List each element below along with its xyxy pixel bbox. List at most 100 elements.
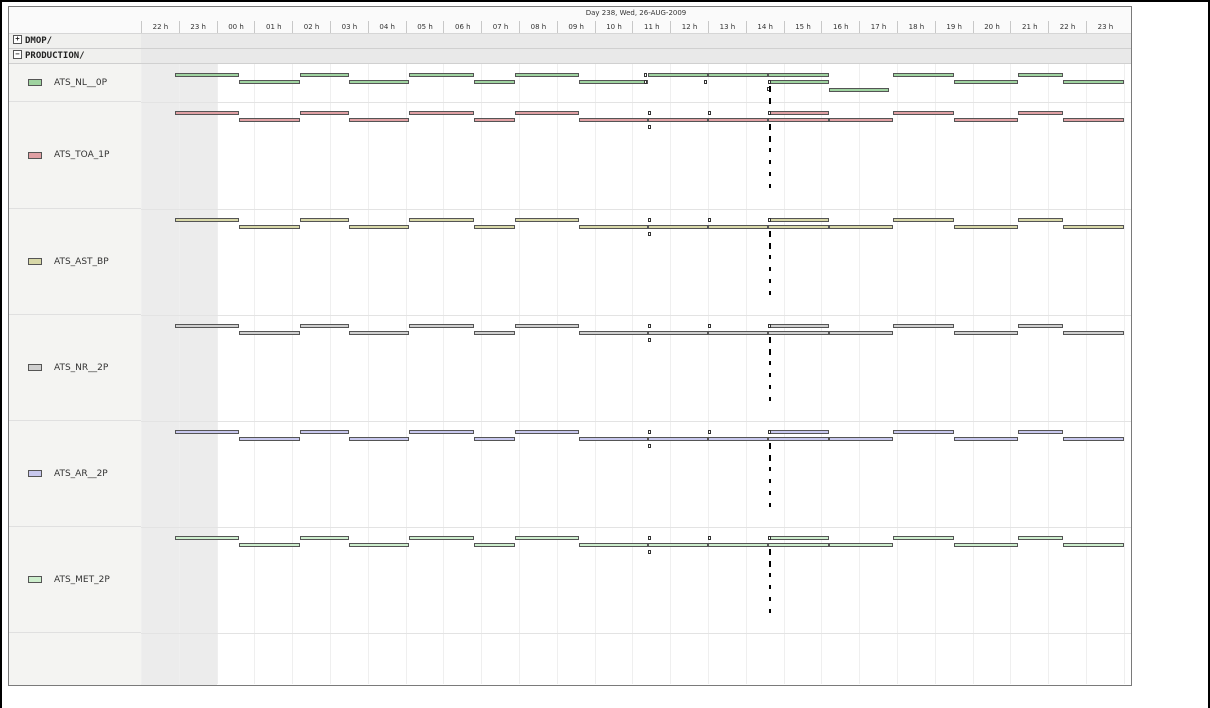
activity-bar[interactable] [299, 430, 349, 434]
activity-bar[interactable] [953, 437, 1018, 441]
activity-bar[interactable] [348, 331, 410, 335]
activity-bar[interactable] [647, 225, 708, 229]
group-dmop[interactable]: + DMOP/ [9, 34, 141, 49]
activity-bar[interactable] [473, 225, 516, 229]
activity-bar[interactable] [579, 118, 648, 122]
event-marker[interactable] [766, 87, 770, 91]
activity-bar[interactable] [647, 73, 708, 77]
activity-bar[interactable] [579, 437, 648, 441]
activity-bar[interactable] [175, 111, 240, 115]
activity-bar[interactable] [473, 118, 516, 122]
activity-bar[interactable] [768, 80, 829, 84]
activity-bar[interactable] [828, 543, 894, 547]
event-marker[interactable] [768, 324, 772, 328]
activity-bar[interactable] [828, 88, 890, 92]
activity-bar[interactable] [768, 118, 829, 122]
activity-bar[interactable] [1063, 437, 1124, 441]
activity-bar[interactable] [768, 218, 829, 222]
activity-bar[interactable] [299, 111, 349, 115]
activity-bar[interactable] [768, 437, 829, 441]
activity-bar[interactable] [409, 324, 474, 328]
activity-bar[interactable] [1063, 118, 1124, 122]
activity-bar[interactable] [708, 225, 769, 229]
activity-bar[interactable] [348, 437, 410, 441]
activity-bar[interactable] [768, 331, 829, 335]
activity-bar[interactable] [348, 80, 410, 84]
activity-bar[interactable] [409, 111, 474, 115]
resource-row[interactable]: ATS_MET_2P [9, 527, 141, 633]
resource-row[interactable]: ATS_TOA_1P [9, 102, 141, 209]
activity-bar[interactable] [768, 324, 829, 328]
activity-bar[interactable] [473, 437, 516, 441]
activity-bar[interactable] [768, 430, 829, 434]
activity-bar[interactable] [1063, 543, 1124, 547]
event-marker[interactable] [647, 111, 651, 115]
event-marker[interactable] [647, 125, 651, 129]
activity-bar[interactable] [1063, 331, 1124, 335]
activity-bar[interactable] [893, 111, 954, 115]
event-marker[interactable] [704, 80, 708, 84]
activity-bar[interactable] [1063, 225, 1124, 229]
activity-bar[interactable] [239, 118, 300, 122]
activity-bar[interactable] [893, 536, 954, 540]
activity-bar[interactable] [175, 430, 240, 434]
activity-bar[interactable] [893, 430, 954, 434]
activity-bar[interactable] [239, 80, 300, 84]
activity-bar[interactable] [768, 536, 829, 540]
event-marker[interactable] [768, 536, 772, 540]
activity-bar[interactable] [893, 218, 954, 222]
activity-bar[interactable] [299, 324, 349, 328]
activity-bar[interactable] [239, 225, 300, 229]
event-marker[interactable] [708, 218, 711, 222]
event-marker[interactable] [768, 218, 772, 222]
activity-bar[interactable] [239, 437, 300, 441]
event-marker[interactable] [643, 73, 647, 77]
event-marker[interactable] [647, 444, 651, 448]
activity-bar[interactable] [953, 225, 1018, 229]
activity-bar[interactable] [515, 536, 580, 540]
activity-bar[interactable] [579, 225, 648, 229]
activity-bar[interactable] [473, 80, 516, 84]
activity-bar[interactable] [768, 111, 829, 115]
activity-bar[interactable] [239, 543, 300, 547]
activity-bar[interactable] [175, 324, 240, 328]
activity-bar[interactable] [515, 430, 580, 434]
activity-bar[interactable] [473, 331, 516, 335]
activity-bar[interactable] [953, 543, 1018, 547]
activity-bar[interactable] [1017, 218, 1064, 222]
activity-bar[interactable] [768, 543, 829, 547]
activity-bar[interactable] [579, 543, 648, 547]
activity-bar[interactable] [579, 331, 648, 335]
event-marker[interactable] [643, 80, 647, 84]
event-marker[interactable] [708, 111, 711, 115]
activity-bar[interactable] [515, 218, 580, 222]
activity-bar[interactable] [515, 73, 580, 77]
event-marker[interactable] [708, 430, 711, 434]
activity-bar[interactable] [1017, 111, 1064, 115]
activity-bar[interactable] [1017, 536, 1064, 540]
activity-bar[interactable] [239, 331, 300, 335]
activity-bar[interactable] [953, 118, 1018, 122]
activity-bar[interactable] [953, 80, 1018, 84]
event-marker[interactable] [768, 111, 772, 115]
activity-bar[interactable] [647, 437, 708, 441]
collapse-icon[interactable]: − [13, 50, 22, 59]
activity-bar[interactable] [708, 118, 769, 122]
event-marker[interactable] [647, 338, 651, 342]
expand-icon[interactable]: + [13, 35, 22, 44]
activity-bar[interactable] [348, 118, 410, 122]
event-marker[interactable] [647, 536, 651, 540]
activity-bar[interactable] [647, 543, 708, 547]
activity-bar[interactable] [828, 118, 894, 122]
activity-bar[interactable] [647, 118, 708, 122]
activity-bar[interactable] [1017, 73, 1064, 77]
activity-bar[interactable] [953, 331, 1018, 335]
activity-bar[interactable] [1063, 80, 1124, 84]
event-marker[interactable] [647, 430, 651, 434]
resource-row[interactable]: ATS_AST_BP [9, 209, 141, 315]
activity-bar[interactable] [768, 73, 829, 77]
resource-row[interactable]: ATS_NR__2P [9, 315, 141, 421]
activity-bar[interactable] [175, 536, 240, 540]
event-marker[interactable] [647, 218, 651, 222]
activity-bar[interactable] [299, 536, 349, 540]
